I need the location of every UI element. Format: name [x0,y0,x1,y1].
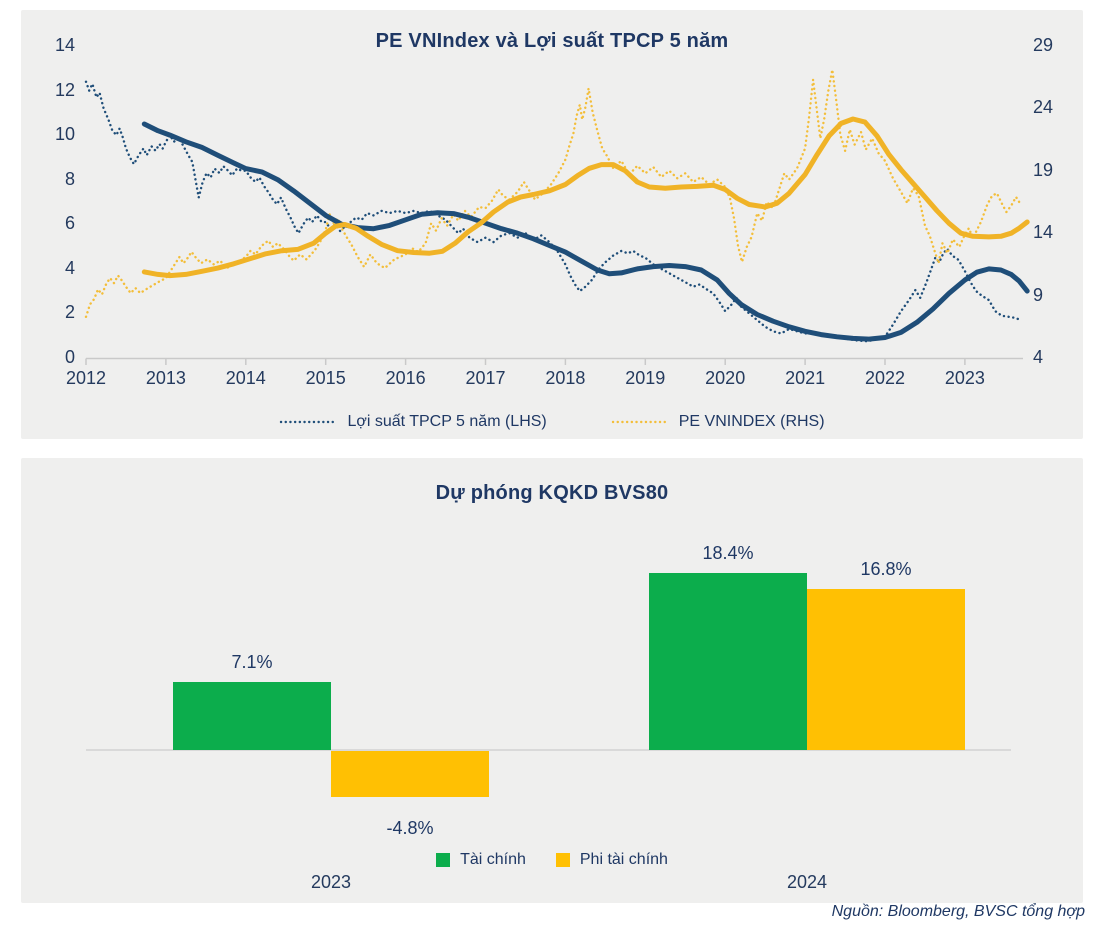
x-axis-tick-label: 2019 [625,368,666,388]
left-axis-tick-label: 10 [54,124,75,145]
left-axis-tick-label: 0 [64,347,75,367]
legend-item-pe: PE VNINDEX (RHS) [611,413,825,431]
right-axis-tick-label: 9 [1033,284,1044,305]
category-label-2023: 2023 [310,872,352,892]
bar-chart-plot-area: 7.1% -4.8% 2023 18.4% 16.8% 2024 [21,458,1083,903]
bar-value-label-tai-chinh-2023: 7.1% [231,652,273,672]
legend-item-tai-chinh: Tài chính [436,851,526,869]
x-axis-tick-label: 2014 [225,368,266,388]
x-axis-tick-label: 2022 [864,368,906,388]
right-axis-tick-label: 19 [1033,159,1054,180]
x-axis-tick-label: 2016 [385,368,426,388]
bar-tai-chinh-2023 [173,682,331,750]
pe-vnindex-yield-chart-panel: PE VNIndex và Lợi suất TPCP 5 năm Lợi su… [21,10,1083,439]
dotted-gold-line-sample [611,420,668,424]
right-axis-tick-label: 14 [1033,222,1054,243]
right-axis-tick-label: 4 [1033,347,1044,367]
left-axis-tick-label: 14 [54,35,75,55]
legend-label-pe: PE VNINDEX (RHS) [678,413,825,430]
dotted-navy-line-sample [280,420,337,424]
series-pe-smooth [141,116,1030,279]
bottom-chart-title: Dự phóng KQKD BVS80 [435,482,669,504]
kqkd-forecast-chart-panel: 7.1% -4.8% 2023 18.4% 16.8% 2024 Dự phóng KQK… [21,458,1083,903]
green-legend-swatch [436,853,451,867]
category-label-2024: 2024 [786,872,828,892]
bottom-chart-legend: Tài chính Phi tài chính [21,851,1083,869]
x-axis-tick-label: 2023 [944,368,985,388]
legend-label-yield: Lợi suất TPCP 5 năm (LHS) [347,413,547,430]
series-pe-dotted [84,68,1022,318]
left-axis-tick-label: 4 [64,257,75,278]
right-axis-tick-label: 29 [1033,35,1054,55]
series-yield-smooth [141,121,1030,342]
bar-value-label-tai-chinh-2024: 18.4% [702,543,754,563]
legend-label-tai-chinh: Tài chính [460,851,526,868]
x-axis-tick-label: 2015 [305,368,346,388]
right-axis-tick-label: 24 [1033,97,1054,118]
x-axis-tick-label: 2012 [65,368,107,388]
bar-value-label-phi-tai-chinh-2023: -4.8% [386,818,434,838]
legend-item-phi-tai-chinh: Phi tài chính [555,851,668,869]
x-axis-tick-label: 2017 [465,368,506,388]
source-note: Nguồn: Bloomberg, BVSC tổng hợp [831,903,1085,920]
left-axis-tick-label: 8 [64,168,75,189]
bar-value-label-phi-tai-chinh-2024: 16.8% [860,559,912,579]
bar-phi-tai-chinh-2023 [331,751,489,797]
top-chart-legend: Lợi suất TPCP 5 năm (LHS) PE VNINDEX (RH… [21,413,1083,431]
x-axis-tick-label: 2021 [785,368,826,388]
x-axis-tick-label: 2013 [145,368,186,388]
gold-legend-swatch [555,853,570,867]
left-axis-tick-label: 2 [64,302,75,323]
x-axis-tick-label: 2018 [545,368,586,388]
line-chart-plot-area [84,68,1030,365]
bar-phi-tai-chinh-2024 [807,589,965,750]
legend-item-yield: Lợi suất TPCP 5 năm (LHS) [279,413,547,431]
x-axis-tick-label: 2020 [705,368,746,388]
top-chart-title: PE VNIndex và Lợi suất TPCP 5 năm [375,30,729,52]
left-axis-tick-label: 6 [64,213,75,234]
bar-tai-chinh-2024 [649,573,807,750]
series-yield-dotted [84,80,1022,343]
legend-label-phi-tai-chinh: Phi tài chính [579,851,668,868]
left-axis-tick-label: 12 [54,79,75,100]
zero-axis-line [86,749,1011,751]
